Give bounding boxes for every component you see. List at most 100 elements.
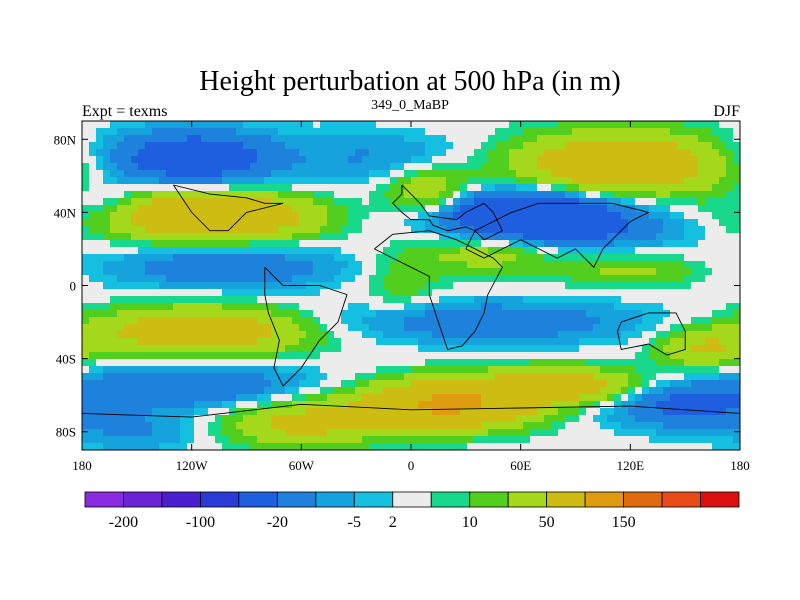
field-cell [607, 352, 615, 360]
field-cell [719, 373, 727, 381]
field-cell [257, 226, 265, 234]
field-cell [285, 233, 293, 241]
field-cell [649, 422, 657, 430]
field-cell [663, 359, 671, 367]
field-cell [166, 324, 174, 332]
field-cell [481, 156, 489, 164]
field-cell [481, 233, 489, 241]
field-cell [243, 198, 251, 206]
field-cell [579, 352, 587, 360]
field-cell [89, 331, 97, 339]
field-cell [705, 401, 713, 409]
field-cell [425, 226, 433, 234]
field-cell [334, 170, 342, 178]
field-cell [138, 247, 146, 255]
field-cell [89, 261, 97, 269]
field-cell [278, 184, 286, 192]
field-cell [453, 373, 461, 381]
field-cell [481, 422, 489, 430]
field-cell [453, 366, 461, 374]
field-cell [376, 212, 384, 220]
field-cell [313, 156, 321, 164]
field-cell [187, 212, 195, 220]
field-cell [670, 338, 678, 346]
field-cell [299, 324, 307, 332]
field-cell [285, 352, 293, 360]
field-cell [341, 135, 349, 143]
field-cell [257, 443, 265, 451]
field-cell [726, 226, 734, 234]
field-cell [222, 205, 230, 213]
field-cell [292, 142, 300, 150]
field-cell [572, 212, 580, 220]
field-cell [369, 219, 377, 227]
field-cell [488, 408, 496, 416]
field-cell [614, 212, 622, 220]
field-cell [467, 338, 475, 346]
field-cell [376, 177, 384, 185]
field-cell [572, 205, 580, 213]
field-cell [551, 275, 559, 283]
field-cell [446, 191, 454, 199]
field-cell [159, 142, 167, 150]
field-cell [201, 254, 209, 262]
field-cell [600, 233, 608, 241]
field-cell [131, 359, 139, 367]
field-cell [159, 387, 167, 395]
field-cell [194, 163, 202, 171]
field-cell [292, 135, 300, 143]
field-cell [565, 352, 573, 360]
field-cell [327, 289, 335, 297]
field-cell [117, 156, 125, 164]
field-cell [586, 387, 594, 395]
field-cell [726, 233, 734, 241]
field-cell [194, 401, 202, 409]
field-cell [285, 177, 293, 185]
field-cell [250, 177, 258, 185]
field-cell [558, 415, 566, 423]
field-cell [145, 268, 153, 276]
field-cell [89, 359, 97, 367]
field-cell [719, 324, 727, 332]
field-cell [271, 401, 279, 409]
field-cell [243, 408, 251, 416]
field-cell [355, 121, 363, 129]
field-cell [166, 345, 174, 353]
field-cell [306, 163, 314, 171]
field-cell [236, 205, 244, 213]
field-cell [215, 394, 223, 402]
field-cell [313, 429, 321, 437]
field-cell [607, 303, 615, 311]
field-cell [635, 436, 643, 444]
field-cell [572, 121, 580, 129]
field-cell [684, 156, 692, 164]
field-cell [327, 317, 335, 325]
field-cell [460, 247, 468, 255]
field-cell [565, 408, 573, 416]
field-cell [110, 345, 118, 353]
field-cell [726, 310, 734, 318]
field-cell [229, 359, 237, 367]
field-cell [663, 282, 671, 290]
field-cell [82, 233, 90, 241]
field-cell [341, 254, 349, 262]
field-cell [215, 324, 223, 332]
field-cell [376, 436, 384, 444]
field-cell [257, 275, 265, 283]
field-cell [453, 331, 461, 339]
field-cell [446, 296, 454, 304]
field-cell [670, 401, 678, 409]
field-cell [544, 436, 552, 444]
field-cell [243, 366, 251, 374]
field-cell [537, 226, 545, 234]
field-cell [194, 422, 202, 430]
field-cell [131, 303, 139, 311]
field-cell [593, 268, 601, 276]
field-cell [278, 352, 286, 360]
field-cell [103, 163, 111, 171]
field-cell [446, 254, 454, 262]
field-cell [635, 254, 643, 262]
field-cell [600, 296, 608, 304]
field-cell [614, 303, 622, 311]
field-cell [355, 429, 363, 437]
